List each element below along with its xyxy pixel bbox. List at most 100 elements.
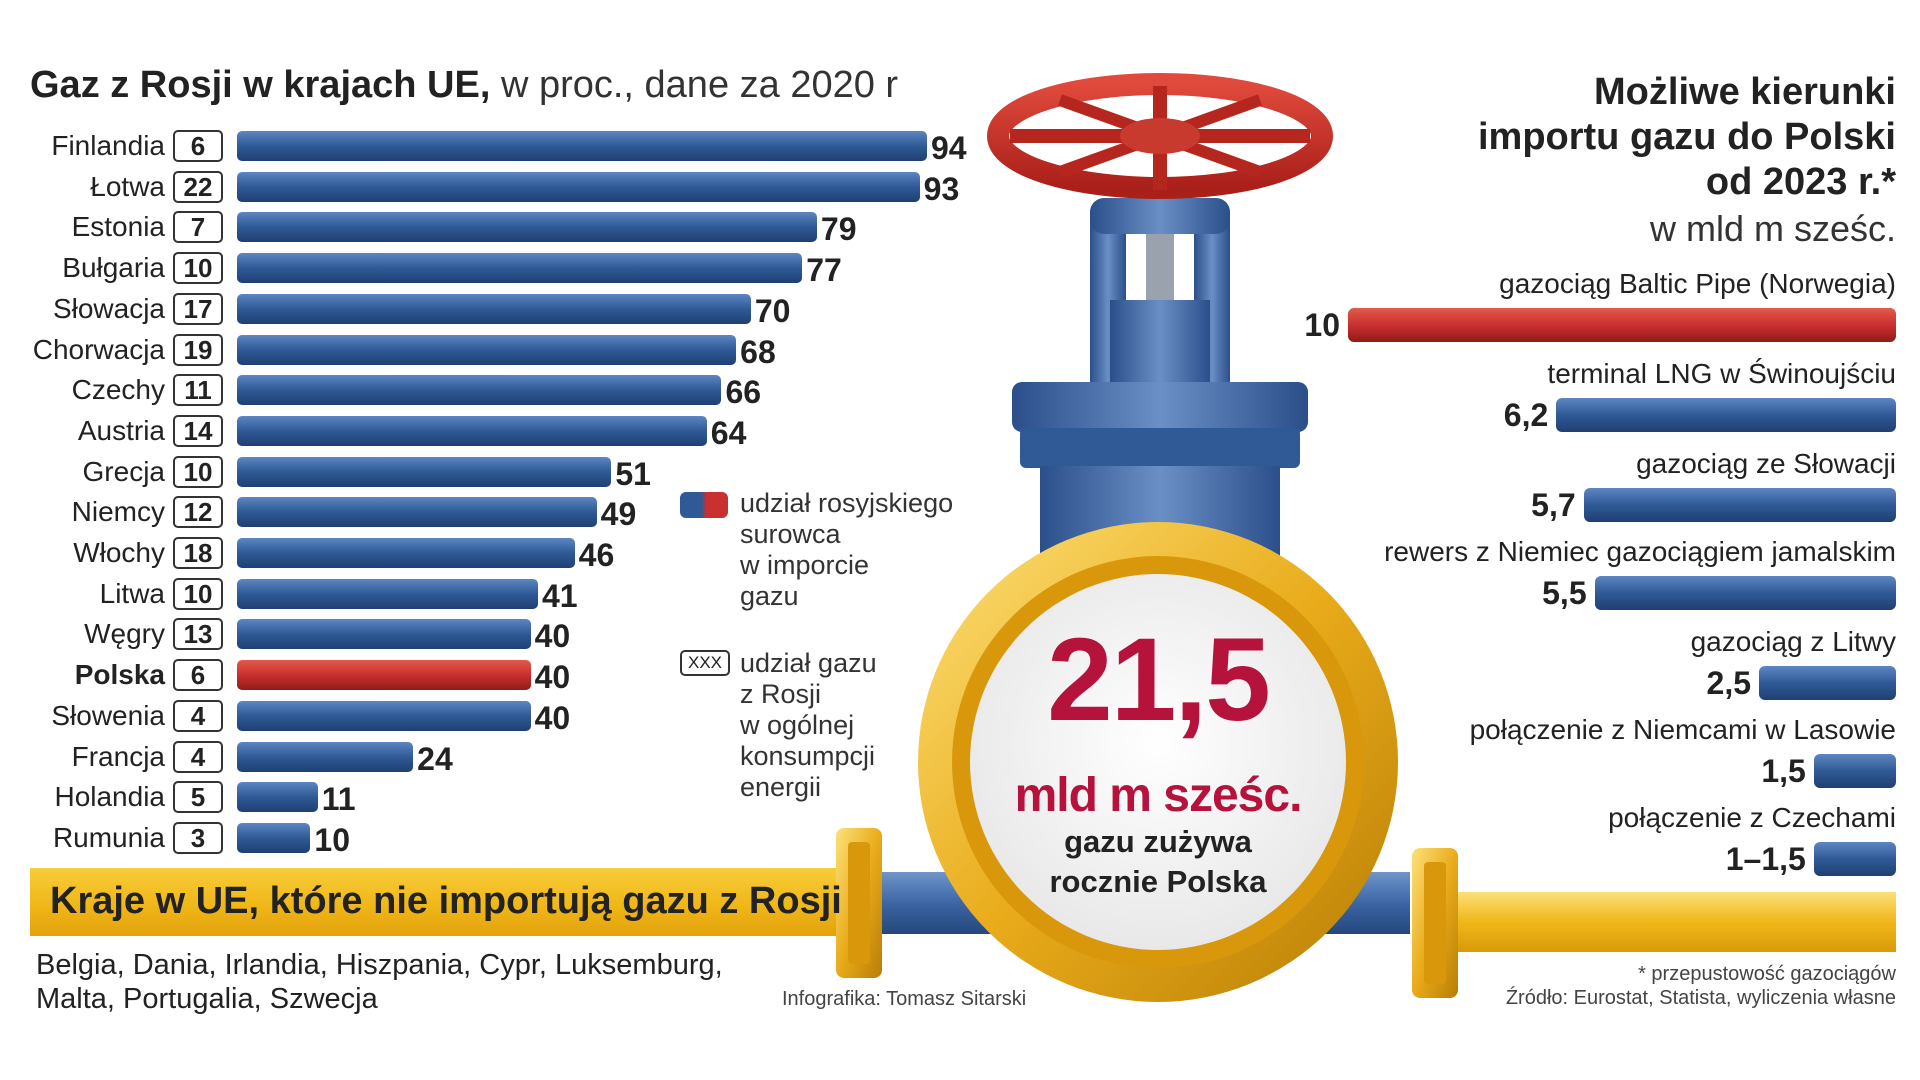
import-direction-label: połączenie z Niemcami w Lasowie [1469,714,1896,745]
import-share-bar [237,253,803,284]
legend-energy-line: energii [740,772,822,802]
country-label: Austria [77,414,165,446]
non-import-countries: Belgia, Dania, Irlandia, Hiszpania, Cypr… [36,949,723,1015]
country-label: Grecja [82,455,165,487]
country-label: Polska [74,659,165,691]
energy-share-box: 13 [173,618,223,651]
energy-share-box: 11 [173,374,223,407]
energy-share-box: 5 [173,781,223,814]
import-direction-label: gazociąg ze Słowacji [1636,448,1896,479]
import-share-value: 49 [600,496,637,533]
infographic-credit: Infografika: Tomasz Sitarski [782,988,1027,1010]
import-direction-label: gazociąg Baltic Pipe (Norwegia) [1499,268,1896,299]
handwheel-hub [1120,118,1200,154]
import-capacity-bar [1594,576,1896,610]
import-share-value: 24 [417,740,453,777]
import-share-value: 93 [923,170,960,207]
poland-consumption-value: 21,5 [1047,614,1271,746]
import-share-value: 41 [541,577,578,614]
energy-share-box: 22 [173,170,223,203]
footnote-capacity: * przepustowość gazociągów [1638,963,1896,985]
import-share-bar [237,171,920,202]
valve-bonnet-lower [1020,428,1300,468]
import-share-value: 70 [754,292,791,329]
country-label: Litwa [99,577,165,609]
yellow-pipe-right [1450,892,1896,952]
import-share-bar [237,293,751,324]
footnote-source: Źródło: Eurostat, Statista, wyliczenia w… [1505,987,1896,1009]
import-share-bar [237,131,927,161]
import-direction-label: rewers z Niemiec gazociągiem jamalskim [1384,536,1896,567]
legend-energy-line: udział gazu [740,648,877,678]
import-share-bar [237,578,538,609]
import-capacity-bar [1348,308,1896,342]
poland-consumption-desc: gazu zużywa rocznie Polska [1018,822,1298,902]
import-share-bar [237,660,531,691]
import-capacity-value: 1–1,5 [1725,841,1806,877]
legend-import-line: gazu [740,581,799,611]
import-share-value: 10 [314,821,350,858]
left-chart-title: Gaz z Rosji w krajach UE, w proc., dane … [30,64,898,107]
import-capacity-bar [1583,488,1896,522]
legend-energy-share-text: udział gazu z Rosji w ogólnej konsumpcji… [740,648,877,803]
import-share-value: 66 [725,374,762,411]
legend-energy-line: z Rosji [740,679,822,709]
country-label: Rumunia [52,821,165,853]
energy-share-box: 7 [173,211,223,244]
energy-share-box: 17 [173,292,223,325]
import-share-value: 77 [806,252,842,289]
import-capacity-value: 10 [1304,307,1340,343]
energy-share-box: 6 [173,130,223,162]
valve-bonnet [1012,382,1308,432]
import-share-value: 46 [578,537,615,573]
import-share-value: 40 [534,618,571,655]
import-share-bar [237,619,531,650]
country-label: Holandia [54,781,165,813]
import-capacity-value: 6,2 [1503,397,1549,433]
import-direction-label: połączenie z Czechami [1608,802,1896,833]
non-import-title: Kraje w UE, które nie importują gazu z R… [50,880,842,922]
country-label: Słowenia [51,699,165,731]
import-capacity-value: 2,5 [1706,665,1751,701]
right-chart-subtitle: w mld m sześc. [1649,208,1896,249]
country-label: Francja [71,740,165,772]
legend-energy-line: w ogólnej [740,710,855,740]
country-label: Finlandia [51,130,165,161]
poland-consumption-desc-line: rocznie Polska [1049,864,1267,899]
legend-energy-line: konsumpcji [740,741,876,771]
import-capacity-bar [1556,398,1896,432]
import-share-value: 68 [740,333,776,370]
energy-share-box: 14 [173,414,223,447]
legend-import-line: w imporcie [740,550,870,580]
gauge-face [970,574,1346,950]
import-share-value: 11 [321,781,356,818]
country-label: Łotwa [90,170,165,202]
energy-share-box: 12 [173,496,223,529]
import-share-bar [237,700,531,731]
country-label: Chorwacja [32,333,165,365]
flange-left-inner [848,842,870,964]
legend-import-line: udział rosyjskiego [740,488,954,518]
poland-consumption-desc-line: gazu zużywa [1064,824,1252,859]
energy-share-box: 6 [173,659,223,692]
import-share-value: 40 [534,659,571,696]
energy-share-box: 4 [173,699,223,732]
left-chart-title-bold: Gaz z Rosji w krajach UE, [30,64,491,106]
energy-share-box: 10 [173,455,223,488]
import-share-value: 79 [820,211,857,248]
poland-consumption-unit: mld m sześc. [1014,769,1303,822]
import-direction-label: terminal LNG w Świnoujściu [1547,358,1896,389]
import-capacity-value: 5,7 [1531,487,1576,523]
country-label: Niemcy [71,496,165,528]
country-label: Słowacja [52,292,165,324]
country-label: Bułgaria [62,252,165,284]
import-capacity-bar [1813,842,1896,876]
import-direction-label: gazociąg z Litwy [1690,626,1896,657]
import-share-bar [237,538,575,568]
right-title-line: Możliwe kierunki [1594,71,1896,113]
import-capacity-bar [1759,666,1896,700]
import-share-bar [237,212,817,243]
import-share-value: 51 [615,455,651,492]
import-share-bar [237,741,414,772]
